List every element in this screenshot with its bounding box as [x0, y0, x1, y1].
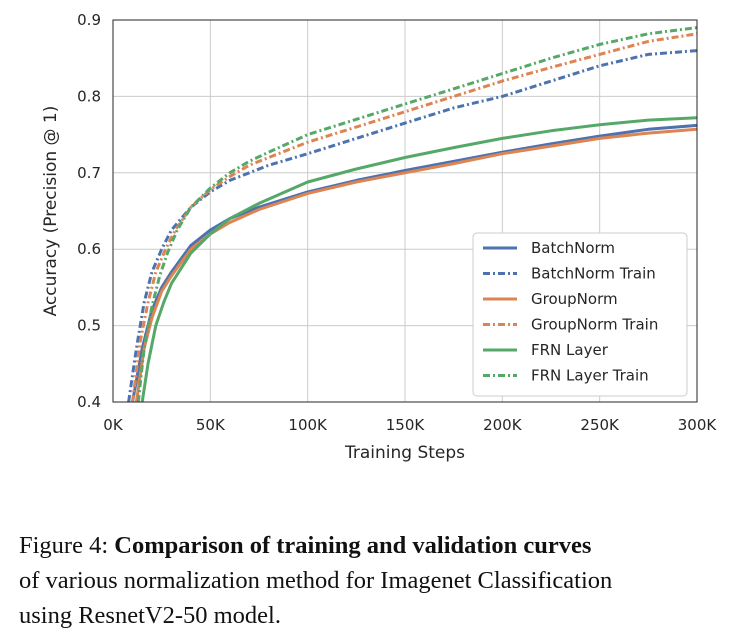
legend-label: GroupNorm: [531, 290, 618, 308]
x-tick-label: 0K: [103, 416, 124, 434]
series-line-2: [134, 127, 697, 402]
series-line-3: [131, 32, 697, 402]
series-line-1: [127, 49, 697, 402]
x-axis-label: Training Steps: [344, 443, 465, 463]
x-tick-label: 250K: [580, 416, 620, 434]
y-tick-label: 0.4: [77, 393, 101, 411]
caption-line-3: using ResnetV2-50 model.: [19, 602, 281, 629]
legend-label: FRN Layer: [531, 341, 609, 359]
legend-label: BatchNorm: [531, 239, 615, 257]
legend: BatchNorm BatchNorm Train GroupNorm GroupNo…: [472, 232, 688, 397]
x-tick-label: 100K: [288, 416, 328, 434]
caption-bold-text: Comparison of training and validation cu…: [114, 532, 592, 559]
y-tick-label: 0.9: [77, 11, 101, 29]
tick-labels: 0K 50K 100K 150K 200K 250K 300K 0.4 0.5 0.6 0.7 0.8…: [77, 11, 717, 434]
x-tick-label: 300K: [678, 416, 718, 434]
y-tick-label: 0.5: [77, 317, 101, 335]
y-axis-label: Accuracy (Precision @ 1): [41, 106, 61, 317]
caption-label: Figure 4:: [19, 532, 109, 559]
series-line-0: [131, 123, 697, 402]
series-lines: [127, 26, 697, 402]
y-tick-label: 0.6: [77, 240, 101, 258]
series-line-5: [136, 26, 697, 402]
caption-line-2: of various normalization method for Imag…: [19, 567, 613, 594]
legend-label: GroupNorm Train: [531, 316, 658, 334]
line-chart: 0K 50K 100K 150K 200K 250K 300K 0.4 0.5 0.6 0.7 0.8…: [41, 11, 717, 463]
y-tick-label: 0.8: [77, 87, 101, 105]
legend-box: [472, 232, 688, 397]
legend-label: BatchNorm Train: [531, 265, 656, 283]
figure-caption: Figure 4: Comparison of training and val…: [19, 528, 747, 633]
x-tick-label: 150K: [386, 416, 426, 434]
series-line-4: [140, 116, 697, 402]
plot-frame: [112, 19, 698, 403]
legend-label: FRN Layer Train: [531, 367, 649, 385]
x-tick-label: 50K: [196, 416, 226, 434]
y-tick-label: 0.7: [77, 164, 101, 182]
x-tick-label: 200K: [483, 416, 523, 434]
